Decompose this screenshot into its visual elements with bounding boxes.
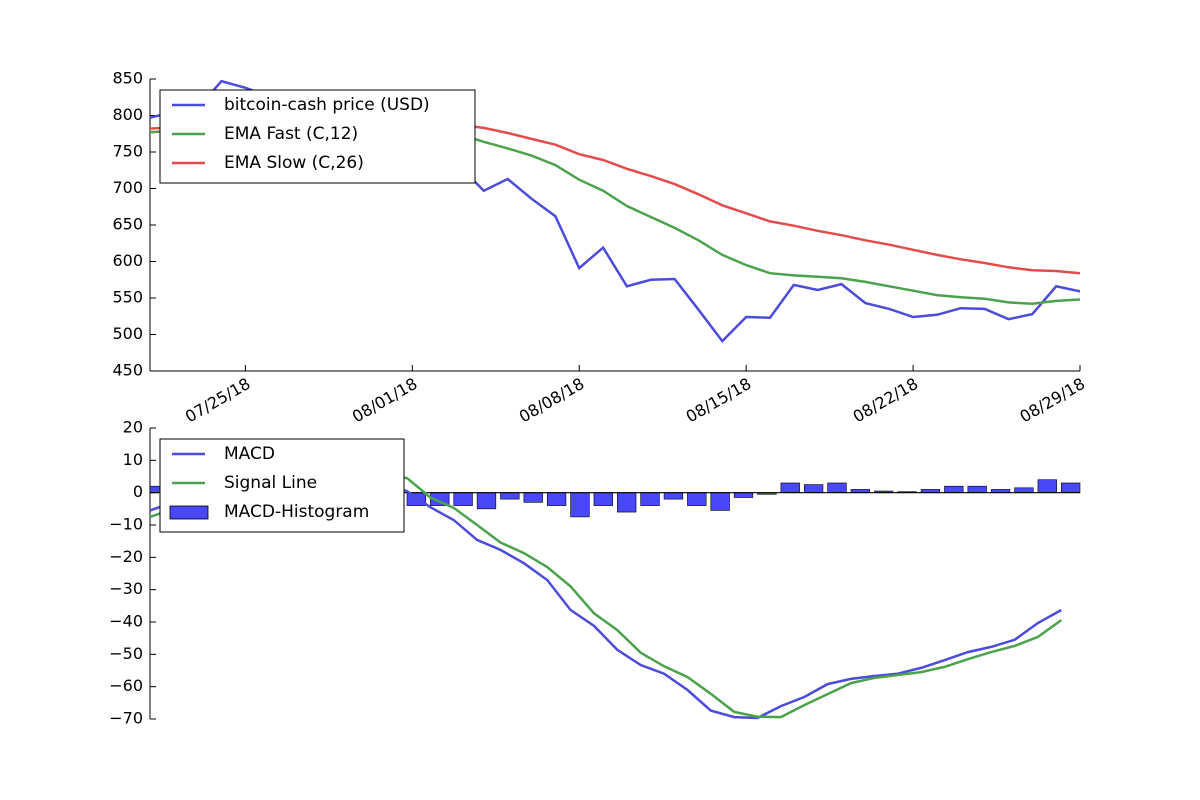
y-tick-label: −40 <box>109 612 143 631</box>
legend-label: bitcoin-cash price (USD) <box>224 95 430 115</box>
legend: bitcoin-cash price (USD) EMA Fast (C,12) E… <box>159 89 476 184</box>
y-tick-label: −20 <box>109 547 143 566</box>
y-tick-label: −60 <box>109 676 143 695</box>
histogram-bar <box>500 492 520 500</box>
histogram-bar <box>476 492 497 510</box>
histogram-bar <box>780 482 800 493</box>
legend: MACD Signal Line MACD-Histogram <box>159 438 405 533</box>
legend-box <box>159 89 476 184</box>
y-tick-label: 550 <box>112 288 143 307</box>
histogram-bar <box>593 492 613 506</box>
y-tick-label: 800 <box>112 105 143 124</box>
histogram-bar <box>803 484 824 493</box>
legend-label: MACD <box>224 444 275 464</box>
x-tick-label: 08/29/18 <box>1017 374 1089 426</box>
y-tick-label: 850 <box>112 69 143 88</box>
x-tick-label: 08/01/18 <box>349 374 421 426</box>
x-tick-label: 07/25/18 <box>182 374 254 426</box>
y-tick-label: −70 <box>109 709 143 728</box>
histogram-bar <box>967 485 987 493</box>
y-tick-label: 10 <box>123 450 143 469</box>
histogram-bar <box>733 492 754 498</box>
y-tick-label: 20 <box>123 418 143 437</box>
histogram-bar <box>453 492 473 506</box>
histogram-bar <box>1037 479 1057 493</box>
y-tick-label: 600 <box>112 251 143 270</box>
histogram-bar <box>546 492 567 506</box>
y-tick-label: 650 <box>112 215 143 234</box>
histogram-bar <box>710 492 730 511</box>
histogram-bar <box>406 492 427 506</box>
y-tick-label: −10 <box>109 515 143 534</box>
y-tick-label: 0 <box>133 482 143 501</box>
x-tick-label: 08/22/18 <box>850 374 922 426</box>
histogram-bar <box>617 492 637 513</box>
legend-label: MACD-Histogram <box>224 502 369 522</box>
legend-label: EMA Fast (C,12) <box>224 124 358 144</box>
histogram-bar <box>944 485 964 493</box>
legend-label: EMA Slow (C,26) <box>224 153 364 173</box>
histogram-bar <box>663 492 684 500</box>
legend-swatch <box>169 505 209 520</box>
histogram-bar <box>827 482 847 493</box>
histogram-bar <box>523 492 543 503</box>
y-tick-label: −30 <box>109 579 143 598</box>
y-tick-label: −50 <box>109 644 143 663</box>
histogram-bar <box>687 492 707 506</box>
histogram-bar <box>570 492 590 518</box>
legend-label: Signal Line <box>224 473 317 493</box>
y-tick-label: 750 <box>112 142 143 161</box>
y-tick-label: 450 <box>112 361 143 380</box>
histogram-bar <box>1014 487 1034 493</box>
histogram-bar <box>640 492 660 506</box>
x-tick-label: 08/08/18 <box>516 374 588 426</box>
y-tick-label: 500 <box>112 324 143 343</box>
x-tick-label: 08/15/18 <box>683 374 755 426</box>
y-tick-label: 700 <box>112 178 143 197</box>
histogram-bar <box>1061 482 1081 493</box>
